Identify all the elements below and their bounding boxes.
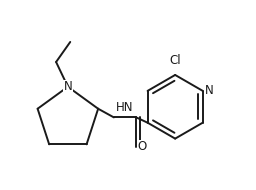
Text: Cl: Cl <box>169 54 181 67</box>
Text: N: N <box>63 80 72 93</box>
Text: N: N <box>205 84 214 97</box>
Text: HN: HN <box>116 101 134 114</box>
Text: O: O <box>137 140 147 153</box>
